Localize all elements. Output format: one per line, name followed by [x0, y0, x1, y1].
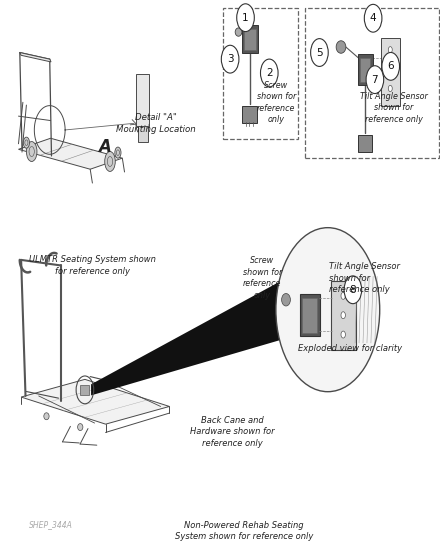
Text: SHEP_344A: SHEP_344A — [29, 520, 73, 529]
Ellipse shape — [26, 142, 37, 161]
FancyBboxPatch shape — [331, 281, 356, 350]
Polygon shape — [18, 138, 122, 169]
FancyBboxPatch shape — [80, 385, 89, 395]
Text: 3: 3 — [227, 54, 234, 64]
Text: 8: 8 — [349, 285, 356, 295]
Text: 5: 5 — [316, 48, 323, 58]
Ellipse shape — [388, 46, 392, 53]
Ellipse shape — [282, 294, 290, 306]
Text: Screw
shown for
reference
only: Screw shown for reference only — [257, 81, 296, 124]
Ellipse shape — [382, 53, 400, 80]
Ellipse shape — [341, 293, 345, 299]
Text: Screw
shown for
reference
only: Screw shown for reference only — [242, 257, 282, 300]
Ellipse shape — [105, 152, 115, 171]
FancyBboxPatch shape — [242, 25, 258, 53]
FancyBboxPatch shape — [360, 58, 370, 82]
Text: 6: 6 — [387, 61, 394, 71]
Ellipse shape — [221, 45, 239, 73]
Text: 1: 1 — [242, 13, 249, 23]
Ellipse shape — [23, 137, 29, 148]
Text: A: A — [98, 138, 111, 155]
Polygon shape — [21, 379, 169, 424]
Text: ULMTR Seating System shown
for reference only: ULMTR Seating System shown for reference… — [29, 255, 156, 276]
Ellipse shape — [388, 85, 392, 92]
Bar — [223, 8, 298, 139]
Text: Tilt Angle Sensor
shown for
reference only: Tilt Angle Sensor shown for reference on… — [329, 262, 400, 294]
Ellipse shape — [364, 4, 382, 32]
Ellipse shape — [276, 228, 380, 392]
Ellipse shape — [341, 312, 345, 319]
FancyBboxPatch shape — [244, 29, 256, 50]
Ellipse shape — [44, 413, 49, 420]
Ellipse shape — [237, 4, 254, 32]
FancyBboxPatch shape — [358, 135, 372, 152]
FancyBboxPatch shape — [300, 294, 320, 336]
Text: Exploded view for clarity: Exploded view for clarity — [298, 344, 402, 353]
Ellipse shape — [336, 41, 346, 53]
Ellipse shape — [388, 66, 392, 72]
Polygon shape — [20, 53, 51, 62]
Ellipse shape — [344, 276, 362, 304]
Text: 7: 7 — [371, 75, 378, 85]
FancyBboxPatch shape — [302, 298, 317, 333]
Polygon shape — [91, 280, 284, 395]
Bar — [305, 8, 439, 158]
FancyBboxPatch shape — [136, 74, 149, 126]
Text: 4: 4 — [370, 13, 377, 23]
Ellipse shape — [115, 147, 121, 158]
Ellipse shape — [77, 424, 83, 431]
Ellipse shape — [235, 28, 242, 36]
Ellipse shape — [341, 331, 345, 338]
FancyBboxPatch shape — [138, 126, 148, 142]
Text: Non-Powered Rehab Seating
System shown for reference only: Non-Powered Rehab Seating System shown f… — [175, 521, 313, 541]
Text: 2: 2 — [266, 68, 273, 78]
FancyBboxPatch shape — [242, 106, 257, 123]
Ellipse shape — [260, 59, 278, 87]
Ellipse shape — [366, 66, 384, 93]
Ellipse shape — [311, 39, 328, 66]
Text: Detail "A"
Mounting Location: Detail "A" Mounting Location — [116, 113, 196, 134]
FancyBboxPatch shape — [381, 38, 400, 106]
Text: Back Cane and
Hardware shown for
reference only: Back Cane and Hardware shown for referen… — [190, 416, 275, 448]
Text: Tilt Angle Sensor
shown for
reference only: Tilt Angle Sensor shown for reference on… — [360, 92, 428, 124]
FancyBboxPatch shape — [358, 54, 373, 85]
